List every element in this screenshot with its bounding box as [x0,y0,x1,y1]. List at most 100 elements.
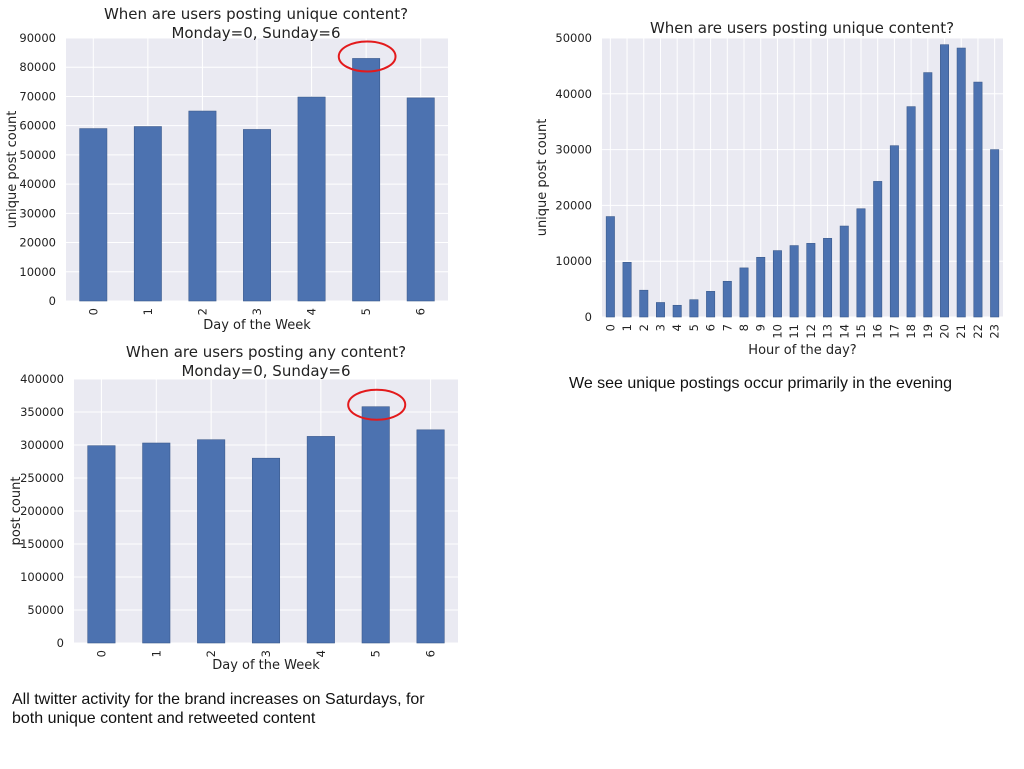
y-axis-label: unique post count [535,119,550,237]
bar [923,72,933,318]
y-tick-label: 10000 [19,265,56,279]
bar [940,44,949,318]
x-tick-label: 4 [670,324,684,331]
bar [297,96,326,302]
x-tick-label: 6 [414,308,428,315]
bar [622,262,632,318]
bar [806,243,816,318]
y-tick-label: 80000 [19,60,56,74]
chart-subtitle: Monday=0, Sunday=6 [181,362,350,380]
bar [656,302,665,318]
y-tick-label: 90000 [19,31,56,45]
bar [87,445,116,644]
y-tick-label: 10000 [555,254,592,268]
x-tick-label: 11 [787,324,801,339]
y-tick-label: 350000 [20,405,64,419]
x-tick-label: 22 [971,324,985,339]
any-by-weekday-chart: 0 50000 100000 150000 200000 250000 300000 3500… [0,340,465,680]
x-tick-label: 1 [620,324,634,331]
y-tick-label: 70000 [19,89,56,103]
x-tick-label: 18 [904,324,918,339]
y-tick-label: 30000 [19,206,56,220]
bar [973,81,983,318]
x-axis-label: Day of the Week [212,658,320,673]
hourly-note: We see unique postings occur primarily i… [569,375,953,392]
bar [739,267,749,318]
y-tick-label: 0 [49,294,56,308]
bar [672,304,682,318]
bar [243,129,271,302]
bar [722,280,732,318]
unique-by-weekday-chart: 0 10000 20000 30000 40000 50000 60000 70000 8000… [0,0,455,338]
x-tick-label: 6 [704,324,718,331]
x-tick-label: 23 [988,324,1002,339]
bar [79,128,108,302]
highlight-ellipse [337,40,397,73]
bar [906,106,916,318]
bar [133,126,162,302]
bar [873,181,883,318]
chart-svg: 0 50000 100000 150000 200000 250000 300000 3500… [9,343,458,673]
y-tick-label: 60000 [19,119,56,133]
y-tick-label: 40000 [19,177,56,191]
y-tick-label: 250000 [20,471,64,485]
plot-area [602,38,1003,317]
x-tick-label: 5 [359,308,373,315]
x-tick-label: 17 [887,324,901,339]
bar [823,238,833,318]
bar [197,439,226,644]
x-tick-label: 20 [938,324,952,339]
bar [416,429,445,644]
x-tick-label: 2 [204,650,218,657]
bar [639,289,649,318]
y-tick-label: 0 [57,636,64,650]
unique-by-hour-chart: 0 10000 20000 30000 40000 50000 0 1 2 3 4 5 6 7 8 9 10 11… [528,8,1008,363]
bar [352,58,381,302]
y-tick-label: 50000 [19,148,56,162]
x-tick-label: 0 [94,650,108,657]
bar [839,225,849,318]
bar [605,216,615,318]
bar [756,256,766,318]
bar [188,110,217,302]
y-tick-label: 300000 [20,438,64,452]
chart-title: When are users posting unique content? [650,19,954,37]
x-tick-label: 12 [804,324,818,339]
bar [889,145,899,318]
x-tick-label: 4 [314,650,328,657]
bar [689,299,699,318]
x-tick-label: 2 [195,308,209,315]
x-tick-label: 1 [149,650,163,657]
x-tick-label: 8 [737,324,751,331]
y-axis-label: unique post count [5,111,20,229]
x-tick-label: 1 [141,308,155,315]
x-tick-label: 21 [954,324,968,339]
bar [251,457,281,644]
chart-title: When are users posting unique content? [104,5,408,23]
bar [990,149,1000,318]
x-tick-label: 5 [369,650,383,657]
x-tick-label: 6 [424,650,438,657]
y-tick-label: 400000 [20,372,64,386]
y-tick-label: 40000 [555,87,592,101]
bar [706,291,716,318]
chart-svg: 0 10000 20000 30000 40000 50000 60000 70000 8000… [5,5,448,333]
y-axis-label: post count [9,477,24,546]
y-tick-label: 20000 [555,198,592,212]
x-tick-label: 7 [720,324,734,331]
x-tick-label: 4 [305,308,319,315]
weekly-note: All twitter activity for the brand incre… [12,691,425,727]
x-tick-label: 2 [637,324,651,331]
x-tick-label: 0 [86,308,100,315]
x-tick-label: 9 [754,324,768,331]
x-tick-label: 15 [854,324,868,339]
bar [142,442,171,644]
y-tick-label: 50000 [27,603,64,617]
chart-subtitle: Monday=0, Sunday=6 [171,24,340,42]
bar [789,245,799,318]
bar [856,208,866,318]
x-tick-label: 19 [921,324,935,339]
y-tick-label: 20000 [19,236,56,250]
highlight-ellipse [347,388,407,421]
